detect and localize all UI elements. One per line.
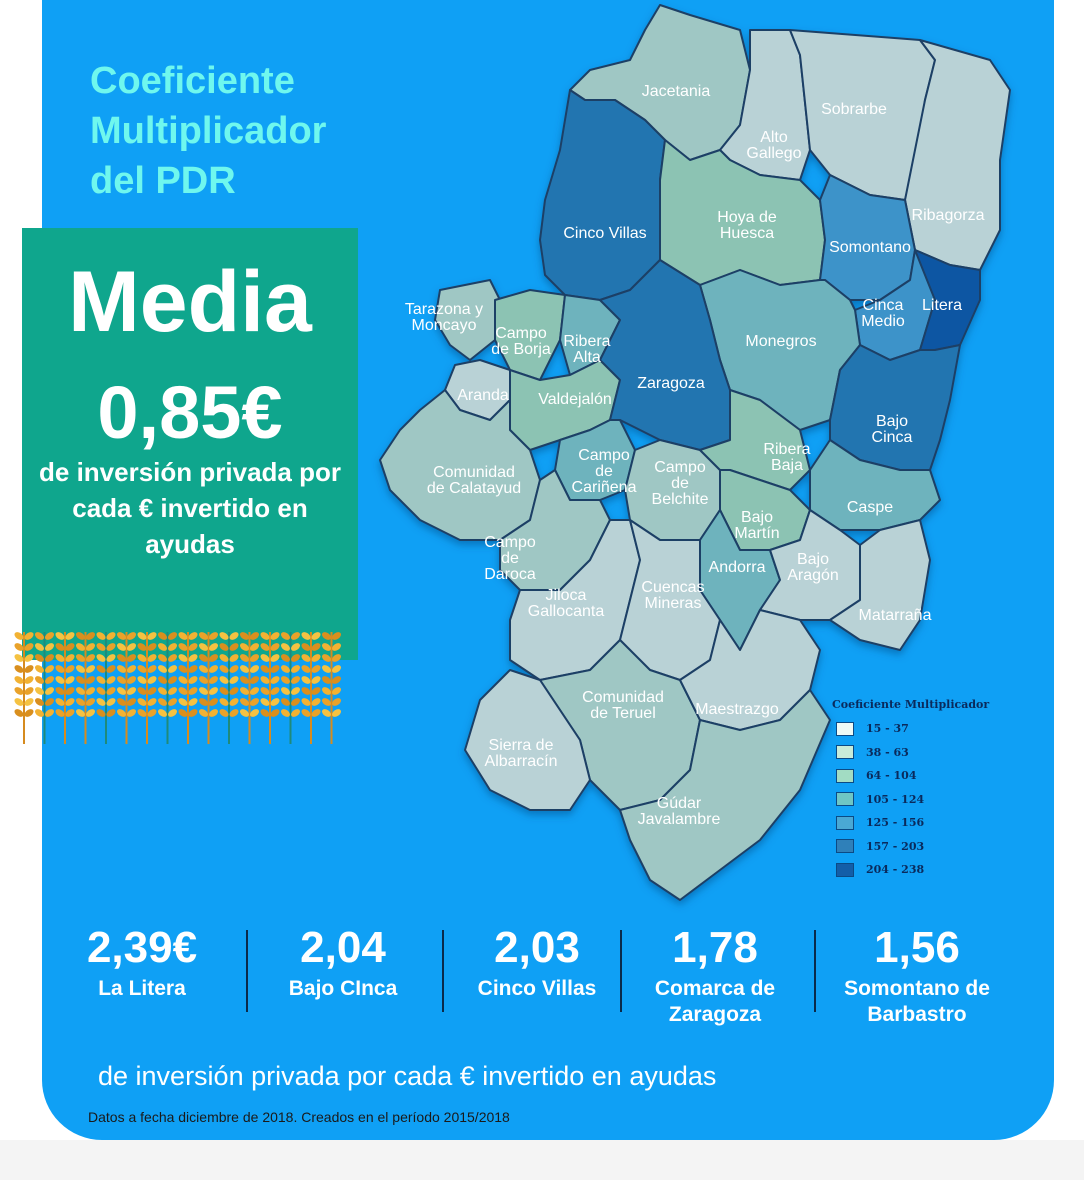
stats-row: 2,39€ La Litera 2,04 Bajo CInca 2,03 Cin… — [42, 920, 1054, 1030]
legend-item: 204 - 238 — [832, 858, 1007, 882]
region-label-ribagorza: Ribagorza — [911, 207, 985, 224]
divider — [814, 930, 816, 1012]
legend-item: 157 - 203 — [832, 835, 1007, 859]
media-value: 0,85€ — [97, 371, 283, 454]
region-label-ribera-baja: Ribera Baja — [763, 441, 811, 474]
stat-value: 2,03 — [494, 923, 580, 972]
stat-value: 1,56 — [874, 923, 960, 972]
stat-bajo-cinca: 2,04 Bajo CInca — [268, 920, 418, 1002]
region-label-cinca-medio: Cinca Medio — [861, 297, 905, 330]
region-label-alto-gallego: Alto Gallego — [746, 129, 802, 162]
region-label-bajo-aragon: Bajo Aragón — [787, 551, 839, 584]
region-label-litera: Litera — [921, 297, 963, 314]
region-label-matarrana: Matarraña — [858, 607, 932, 624]
legend-swatch — [836, 792, 854, 807]
region-label-campo-de-borja: Campo de Borja — [491, 325, 551, 358]
region-label-tarazona-y-moncayo: Tarazona y Moncayo — [404, 301, 484, 334]
title-line: Coeficiente — [90, 60, 295, 102]
legend-label: 105 - 124 — [866, 792, 925, 806]
region-label-cinco-villas: Cinco Villas — [563, 225, 647, 242]
region-cinco-villas — [539, 89, 666, 301]
aragon-map — [379, 4, 1011, 901]
legend-swatch — [836, 862, 854, 877]
media-box: Media 0,85€ de inversión privada por cad… — [22, 228, 358, 660]
region-label-bajo-cinca: Bajo Cinca — [871, 413, 913, 446]
divider — [620, 930, 622, 1012]
divider — [246, 930, 248, 1012]
region-label-somontano: Somontano — [829, 239, 911, 256]
legend-item: 38 - 63 — [832, 741, 1007, 765]
legend-swatch — [836, 839, 854, 854]
legend-item: 125 - 156 — [832, 811, 1007, 835]
region-tarazona-y-moncayo — [434, 279, 501, 361]
stat-zaragoza: 1,78 Comarca de Zaragoza — [640, 920, 790, 1028]
media-description: de inversión privada por cada € invertid… — [39, 457, 341, 559]
region-label-aranda: Aranda — [457, 387, 509, 404]
region-campo-de-borja — [494, 289, 566, 381]
bottom-strip — [0, 1140, 1084, 1180]
legend-label: 125 - 156 — [866, 816, 925, 830]
stat-value: 2,04 — [300, 923, 386, 972]
region-label-valdejalon: Valdejalón — [538, 391, 612, 408]
region-label-comunidad-de-teruel: Comunidad de Teruel — [582, 689, 664, 722]
region-label-monegros: Monegros — [745, 333, 817, 350]
region-label-campo-de-belchite: Campo de Belchite — [651, 459, 709, 508]
legend-label: 15 - 37 — [866, 722, 909, 736]
stat-litera: 2,39€ La Litera — [72, 920, 212, 1002]
region-matarrana — [829, 519, 931, 651]
region-label-caspe: Caspe — [846, 499, 894, 516]
region-label-zaragoza: Zaragoza — [637, 375, 705, 392]
region-label-campo-de-carinena: Campo de Cariñena — [571, 447, 637, 496]
stat-value: 1,78 — [672, 923, 758, 972]
region-label-hoya-de-huesca: Hoya de Huesca — [717, 209, 777, 242]
region-sierra-de-albarracin — [464, 669, 591, 811]
legend-label: 204 - 238 — [866, 863, 925, 877]
region-label-cuencas-mineras: Cuencas Mineras — [641, 579, 705, 612]
stat-somontano: 1,56 Somontano de Barbastro — [832, 920, 1002, 1028]
title-line: Multiplicador — [90, 110, 327, 152]
stat-label: Somontano de Barbastro — [844, 977, 990, 1026]
legend-title: Coeficiente Multiplicador — [832, 698, 990, 711]
legend-item: 15 - 37 — [832, 717, 1007, 741]
stat-label: Comarca de Zaragoza — [654, 977, 776, 1026]
stat-value: 2,39€ — [86, 923, 198, 972]
stat-cinco-villas: 2,03 Cinco Villas — [462, 920, 612, 1002]
stat-label: Cinco Villas — [477, 977, 597, 1000]
map-legend: Coeficiente Multiplicador 15 - 37 38 - 63… — [832, 698, 1007, 882]
region-campo-de-daroca — [499, 469, 611, 591]
legend-swatch — [836, 721, 854, 736]
legend-label: 64 - 104 — [866, 769, 917, 783]
media-label: Media — [68, 254, 312, 350]
page-title: Coeficiente Multiplicador del PDR — [90, 56, 390, 206]
footer-text: de inversión privada por cada € invertid… — [98, 1061, 717, 1091]
legend-item: 64 - 104 — [832, 764, 1007, 788]
legend-label: 38 - 63 — [866, 745, 909, 759]
region-label-campo-de-daroca: Campo de Daroca — [484, 534, 536, 583]
region-label-bajo-martin: Bajo Martín — [734, 509, 780, 542]
region-label-sobrarbe: Sobrarbe — [821, 101, 887, 118]
divider — [442, 930, 444, 1012]
region-bajo-cinca — [829, 344, 961, 471]
region-label-maestrazgo: Maestrazgo — [695, 701, 779, 718]
legend-swatch — [836, 768, 854, 783]
legend-swatch — [836, 815, 854, 830]
legend-swatch — [836, 745, 854, 760]
stat-label: La Litera — [98, 977, 186, 1000]
region-gudar-javalambre — [619, 689, 831, 901]
region-label-comunidad-de-calatayud: Comunidad de Calatayud — [426, 464, 522, 497]
region-label-jiloca-gallocanta: Jiloca Gallocanta — [527, 587, 605, 620]
region-label-gudar-javalambre: Gúdar Javalambre — [637, 795, 721, 828]
region-label-ribera-alta: Ribera Alta — [563, 333, 611, 366]
legend-label: 157 - 203 — [866, 839, 925, 853]
region-label-andorra: Andorra — [708, 559, 766, 576]
region-label-jacetania: Jacetania — [641, 83, 711, 100]
title-line: del PDR — [90, 160, 236, 202]
wheat-icon — [14, 632, 341, 744]
footnote: Datos a fecha diciembre de 2018. Creados… — [88, 1109, 510, 1125]
region-label-sierra-de-albarracin: Sierra de Albarracín — [484, 737, 558, 770]
stat-label: Bajo CInca — [288, 977, 398, 1000]
legend-item: 105 - 124 — [832, 788, 1007, 812]
